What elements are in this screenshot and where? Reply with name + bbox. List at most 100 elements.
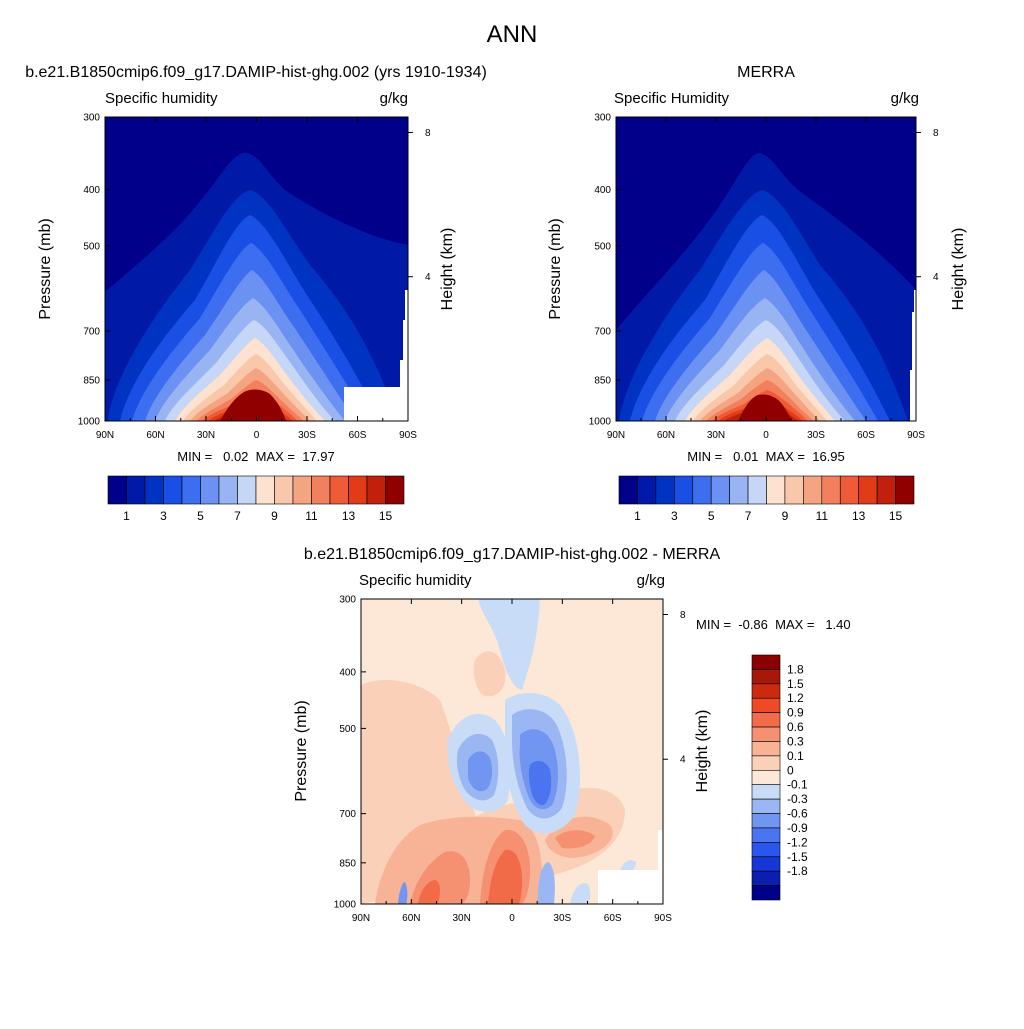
colorbar-label: 9 [271, 509, 278, 523]
panel-model-stats: MIN = 0.02 MAX = 17.97 [177, 449, 335, 464]
colorbar-label: 7 [745, 509, 752, 523]
colorbar-swatch [751, 755, 781, 771]
colorbar-swatch [821, 475, 841, 505]
contour-band [220, 389, 286, 421]
contour-band [528, 760, 552, 806]
colorbar-swatch [751, 669, 781, 685]
y-tick-label: 400 [83, 185, 100, 196]
y-tick-label: 700 [594, 326, 611, 337]
colorbar-swatch [751, 726, 781, 742]
colorbar-swatch [126, 475, 146, 505]
panel-diff-units-label: g/kg [637, 572, 665, 589]
x-tick-label: 30S [553, 913, 571, 924]
colorbar-label: 0.6 [787, 720, 804, 734]
contour-band [418, 880, 440, 904]
contour-band [537, 862, 555, 904]
y2-tick-label: 4 [425, 272, 431, 283]
colorbar-swatch [348, 475, 368, 505]
x-tick-label: 0 [254, 430, 260, 441]
colorbar-swatch [766, 475, 786, 505]
x-tick-label: 30N [707, 430, 725, 441]
contour-band [570, 883, 591, 904]
colorbar-label: 3 [671, 509, 678, 523]
x-tick-label: 90S [654, 913, 672, 924]
colorbar-swatch [751, 842, 781, 858]
panel-obs-variable-label: Specific Humidity [614, 90, 730, 107]
y-tick-label: 300 [339, 595, 356, 606]
colorbar-swatch [274, 475, 294, 505]
colorbar-swatch [751, 769, 781, 786]
y2-tick-label: 8 [933, 128, 939, 139]
y-tick-label: 1000 [78, 417, 101, 428]
panel-diff-y2label: Height (km) [694, 710, 711, 793]
colorbar-swatch [237, 475, 257, 505]
panel-model-ylabel: Pressure (mb) [37, 218, 54, 319]
colorbar-swatch [751, 712, 781, 728]
colorbar-swatch [751, 741, 781, 757]
y-tick-label: 500 [339, 724, 356, 735]
colorbar-swatch [751, 856, 781, 872]
contour-band [473, 651, 506, 697]
panel-obs-units-label: g/kg [891, 90, 919, 107]
colorbar-swatch [618, 475, 638, 505]
panel-obs-colorbar: 1 3 5 7 9 11 13 15 [618, 475, 915, 523]
y-tick-label: 400 [339, 667, 356, 678]
panel-obs-ylabel: Pressure (mb) [547, 218, 564, 319]
x-tick-label: 90N [352, 913, 370, 924]
colorbar-swatch [710, 475, 730, 505]
panel-model: b.e21.B1850cmip6.f09_g17.DAMIP-hist-ghg.… [25, 64, 487, 523]
x-tick-label: 90S [907, 430, 925, 441]
x-tick-label: 30N [452, 913, 470, 924]
panel-diff-ylabel: Pressure (mb) [293, 700, 310, 801]
panel-diff-stats: MIN = -0.86 MAX = 1.40 [696, 617, 851, 632]
colorbar-swatch [218, 475, 238, 505]
colorbar-label: 0 [787, 763, 794, 777]
y-tick-label: 1000 [589, 417, 612, 428]
y-tick-label: 850 [594, 375, 611, 386]
panel-diff: b.e21.B1850cmip6.f09_g17.DAMIP-hist-ghg.… [293, 546, 851, 924]
contour-band [488, 849, 522, 904]
panel-diff-axes: 90N 60N 30N 0 30S 60S 90S 300 400 500 700 850 1000 8 4 [334, 595, 686, 925]
colorbar-swatch [292, 475, 312, 505]
colorbar-swatch [784, 475, 804, 505]
y2-tick-label: 8 [680, 610, 686, 621]
panel-model-variable-label: Specific humidity [105, 90, 218, 107]
colorbar-swatch [751, 870, 781, 886]
colorbar-swatch [144, 475, 164, 505]
colorbar-label: 13 [852, 509, 866, 523]
y-tick-label: 700 [339, 809, 356, 820]
panel-diff-variable-label: Specific humidity [359, 572, 472, 589]
colorbar-label: 7 [234, 509, 241, 523]
missing-data-mask [344, 290, 408, 421]
x-tick-label: 90N [96, 430, 114, 441]
missing-data-mask [598, 830, 663, 904]
colorbar-swatch [255, 475, 275, 505]
colorbar-label: -1.8 [787, 864, 808, 878]
colorbar-swatch [751, 813, 781, 829]
colorbar-label: 11 [816, 509, 829, 523]
colorbar-label: -0.3 [787, 792, 808, 806]
colorbar-swatch [200, 475, 220, 505]
colorbar-label: 1.8 [787, 662, 804, 676]
contour-band [398, 882, 408, 904]
panel-model-y2label: Height (km) [439, 228, 456, 311]
colorbar-swatch [311, 475, 331, 505]
contour-band [555, 830, 595, 849]
colorbar-swatch [876, 475, 896, 505]
y-tick-label: 850 [339, 858, 356, 869]
colorbar-swatch [751, 697, 781, 713]
colorbar-label: -0.1 [787, 778, 808, 792]
colorbar-label: -1.5 [787, 850, 808, 864]
colorbar-label: 5 [708, 509, 715, 523]
colorbar-swatch [751, 683, 781, 699]
y2-tick-label: 4 [933, 272, 939, 283]
panel-model-colorbar: 1 3 5 7 9 11 13 15 [107, 475, 405, 523]
panel-model-title: b.e21.B1850cmip6.f09_g17.DAMIP-hist-ghg.… [25, 64, 487, 81]
x-tick-label: 60N [657, 430, 675, 441]
colorbar-label: 11 [305, 509, 318, 523]
colorbar-label: 5 [197, 509, 204, 523]
contour-band [738, 394, 792, 421]
colorbar-label: -0.9 [787, 821, 808, 835]
y2-tick-label: 4 [680, 755, 686, 766]
